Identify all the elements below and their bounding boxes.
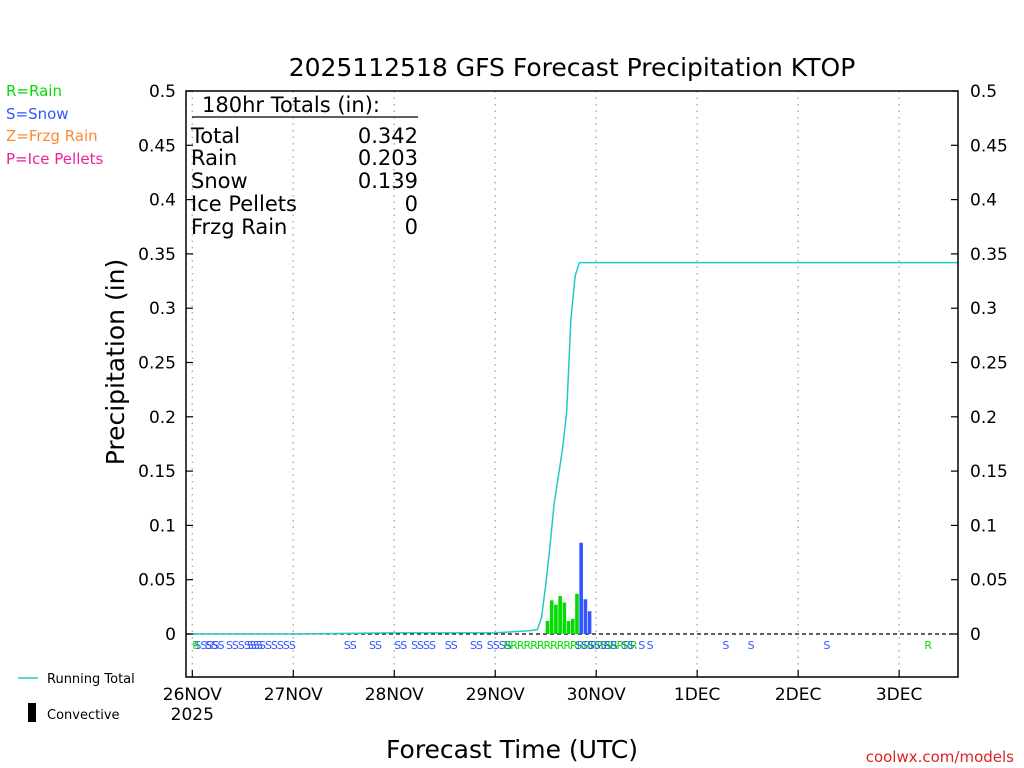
precip-type-marker: SSSS	[487, 639, 512, 652]
totals-value-total: 0.342	[358, 124, 418, 148]
precip-type-marker: SSS	[588, 639, 607, 652]
precip-type-marker: R	[192, 639, 200, 652]
precip-type-marker: SS	[344, 639, 357, 652]
y-tick-label-left: 0	[165, 625, 176, 645]
y-tick-label-right: 0.15	[970, 462, 1008, 482]
y-tick-label-right: 0.1	[970, 516, 997, 536]
precip-type-marker: SSSSSS	[226, 639, 263, 652]
totals-header: 180hr Totals (in):	[202, 93, 380, 117]
totals-value-snow: 0.139	[358, 169, 418, 193]
y-axis-label: Precipitation (in)	[101, 259, 130, 466]
y-tick-label-right: 0.05	[970, 571, 1008, 591]
y-tick-label-left: 0.25	[138, 354, 176, 374]
precip-type-marker: SS	[445, 639, 458, 652]
y-tick-label-left: 0.1	[149, 516, 176, 536]
y-tick-label-right: 0	[970, 625, 981, 645]
precip-type-marker: S	[722, 639, 729, 652]
precip-type-marker: S	[823, 639, 830, 652]
y-tick-label-right: 0.4	[970, 191, 997, 211]
y-tick-label-right: 0.3	[970, 299, 997, 319]
y-tick-label-left: 0.15	[138, 462, 176, 482]
totals-label-frzg-rain: Frzg Rain	[191, 215, 287, 239]
precip-type-marker: SSSS	[194, 639, 219, 652]
precip-type-marker: SS	[369, 639, 382, 652]
y-tick-label-left: 0.3	[149, 299, 176, 319]
totals-value-ice-pellets: 0	[405, 192, 418, 216]
precip-type-marker: SS	[621, 639, 634, 652]
precip-type-marker: S	[647, 639, 654, 652]
totals-value-frzg-rain: 0	[405, 215, 418, 239]
precip-type-marker: RRRRRRRRRRRRRRRRRRRR	[504, 639, 638, 652]
y-tick-label-left: 0.05	[138, 571, 176, 591]
totals-box: 180hr Totals (in): Total 0.342 Rain 0.20…	[190, 93, 418, 239]
x-tick-label: 2DEC	[775, 685, 822, 705]
rain-bar	[566, 620, 571, 634]
precip-type-marker: S	[748, 639, 755, 652]
y-tick-label-right: 0.5	[970, 82, 997, 102]
snow-bar	[583, 599, 588, 634]
convective-legend-label: Convective	[47, 708, 120, 723]
snow-bar	[579, 542, 583, 634]
y-tick-label-right: 0.25	[970, 354, 1008, 374]
totals-label-rain: Rain	[191, 146, 237, 170]
precip-type-marker: R	[924, 639, 932, 652]
totals-label-snow: Snow	[191, 169, 248, 193]
legend-rain: R=Rain	[6, 82, 62, 100]
legend-snow: S=Snow	[6, 105, 69, 123]
precip-type-marker: SS	[605, 639, 618, 652]
y-tick-label-left: 0.45	[138, 136, 176, 156]
rain-bar	[562, 602, 567, 634]
y-tick-label-right: 0.2	[970, 408, 997, 428]
chart-title: 2025112518 GFS Forecast Precipitation KT…	[289, 53, 856, 82]
x-tick-label: 1DEC	[674, 685, 721, 705]
totals-label-total: Total	[190, 124, 240, 148]
bars	[545, 542, 592, 634]
rain-bar	[570, 618, 575, 634]
x-tick-label: 3DEC	[876, 685, 923, 705]
grid	[186, 91, 958, 677]
precip-type-marker: SS	[470, 639, 483, 652]
x-tick-label: 29NOV	[466, 685, 525, 705]
x-tick-label: 28NOV	[365, 685, 424, 705]
y-tick-label-left: 0.4	[149, 191, 176, 211]
rain-bar	[554, 604, 558, 634]
totals-value-rain: 0.203	[358, 146, 418, 170]
rain-bar	[558, 595, 562, 634]
y-tick-label-left: 0.35	[138, 245, 176, 265]
precip-type-marker: S	[638, 639, 645, 652]
snow-bar	[587, 611, 592, 634]
axes: 0 00.05 0.050.1 0.10.15 0.150.2 0.20.25 0.250.…	[138, 82, 1008, 725]
y-tick-label-left: 0.2	[149, 408, 176, 428]
rain-bar	[575, 593, 579, 634]
precip-type-marker: SSSSSSSS	[247, 639, 296, 652]
x-axis-label: Forecast Time (UTC)	[386, 735, 638, 764]
precip-type-marker: SSSS	[411, 639, 436, 652]
legend-ice-pellets: P=Ice Pellets	[6, 150, 103, 168]
x-tick-label: 30NOV	[567, 685, 626, 705]
x-tick-sublabel: 2025	[171, 705, 214, 725]
rain-bar	[549, 600, 554, 634]
precip-type-marker: SS	[394, 639, 407, 652]
credit-link[interactable]: coolwx.com/models	[866, 748, 1014, 766]
precip-type-marker: SSS	[575, 639, 594, 652]
precip-type-marker: SS	[205, 639, 218, 652]
legend-frzg-rain: Z=Frzg Rain	[6, 127, 98, 145]
x-tick-label: 26NOV	[163, 685, 222, 705]
y-tick-label-right: 0.45	[970, 136, 1008, 156]
running-total-layer	[186, 261, 958, 635]
plot-frame	[185, 90, 959, 678]
y-tick-label-right: 0.35	[970, 245, 1008, 265]
convective-legend-swatch	[28, 703, 36, 722]
x-tick-label: 27NOV	[264, 685, 323, 705]
running-total-legend-label: Running Total	[47, 672, 135, 687]
totals-label-ice-pellets: Ice Pellets	[191, 192, 297, 216]
running-total-line	[186, 261, 958, 635]
precip-type-marker: S	[218, 639, 225, 652]
y-tick-label-left: 0.5	[149, 82, 176, 102]
rain-bar	[545, 620, 550, 634]
